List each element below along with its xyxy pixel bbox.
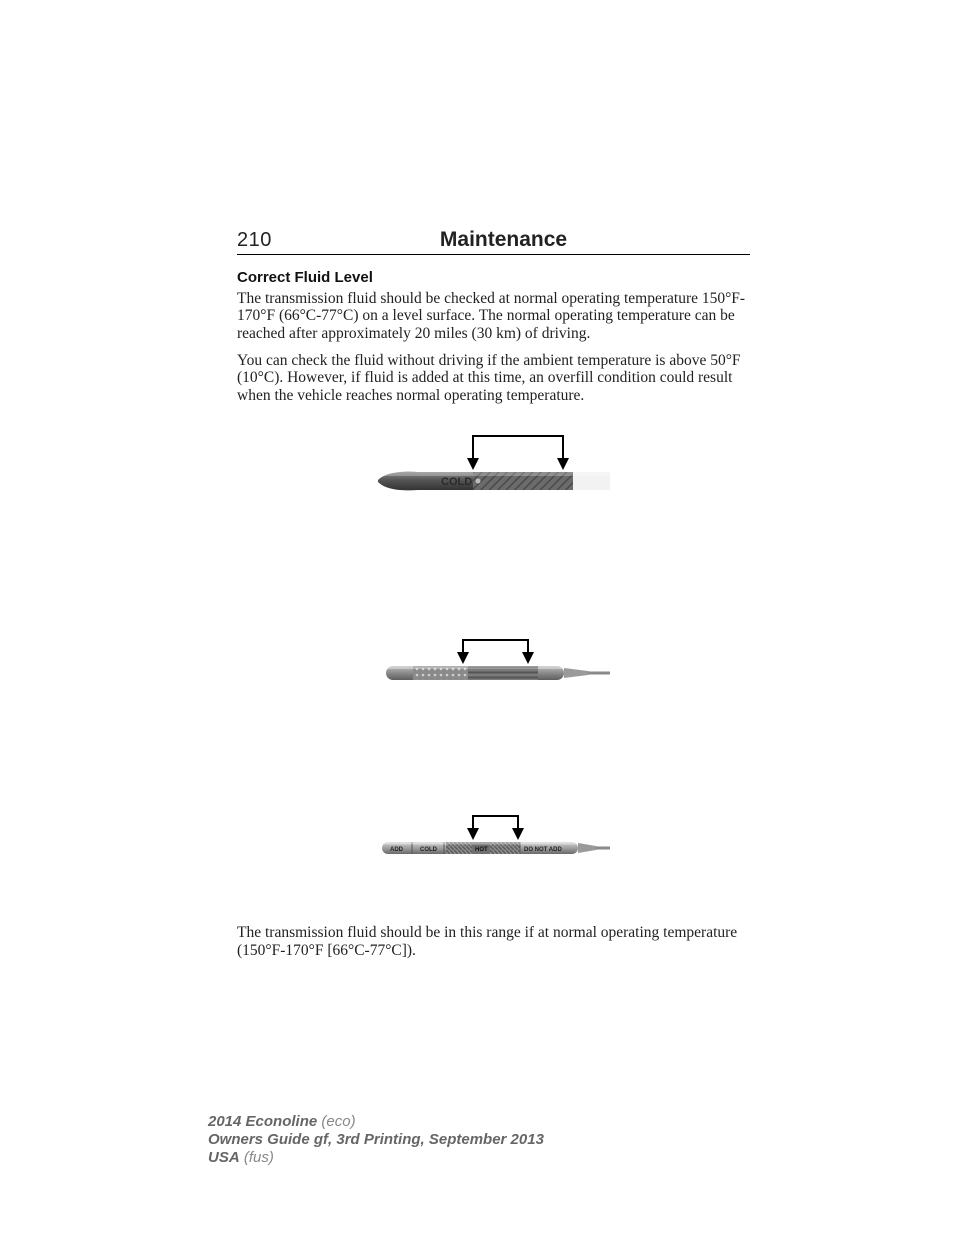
- dipstick-1: COLD: [378, 422, 610, 512]
- page-number: 210: [237, 229, 387, 252]
- hot-label: HOT: [475, 847, 488, 853]
- page-footer: 2014 Econoline (eco) Owners Guide gf, 3r…: [208, 1113, 544, 1167]
- arrow-down-icon: [457, 652, 469, 664]
- add-label: ADD: [390, 847, 404, 853]
- section-title: Correct Fluid Level: [237, 269, 750, 286]
- page: 210 Maintenance Correct Fluid Level The …: [0, 0, 954, 1235]
- caption-text: The transmission fluid should be in this…: [237, 924, 750, 959]
- arrow-bracket-icon: [473, 816, 518, 836]
- dipstick-body: [386, 666, 610, 680]
- cold-label: COLD: [420, 847, 438, 853]
- footer-model: 2014 Econoline: [208, 1113, 317, 1130]
- footer-model-code: (eco): [317, 1113, 355, 1130]
- dipstick-body: COLD: [378, 472, 610, 491]
- page-header: 210 Maintenance: [237, 228, 750, 255]
- chapter-title: Maintenance: [440, 228, 697, 252]
- arrow-down-icon: [467, 458, 479, 470]
- paragraph-2: You can check the fluid without driving …: [237, 352, 750, 404]
- dipstick-body: ADD COLD HOT DO NOT ADD: [382, 842, 610, 854]
- dipstick-2: [378, 630, 610, 688]
- cold-label: COLD: [441, 476, 472, 488]
- dipstick-3: ADD COLD HOT DO NOT ADD: [378, 806, 610, 864]
- do-not-add-label: DO NOT ADD: [524, 847, 562, 853]
- arrow-down-icon: [467, 828, 479, 840]
- arrow-down-icon: [512, 828, 524, 840]
- arrow-bracket-icon: [463, 640, 528, 660]
- paragraph-1: The transmission fluid should be checked…: [237, 290, 750, 342]
- footer-guide: Owners Guide gf, 3rd Printing, September…: [208, 1131, 544, 1149]
- dipstick-diagrams: COLD: [237, 422, 750, 864]
- footer-region-code: (fus): [240, 1149, 274, 1166]
- section: Correct Fluid Level The transmission flu…: [237, 269, 750, 404]
- arrow-bracket-icon: [473, 436, 563, 466]
- footer-region: USA: [208, 1149, 240, 1166]
- arrow-down-icon: [557, 458, 569, 470]
- arrow-down-icon: [522, 652, 534, 664]
